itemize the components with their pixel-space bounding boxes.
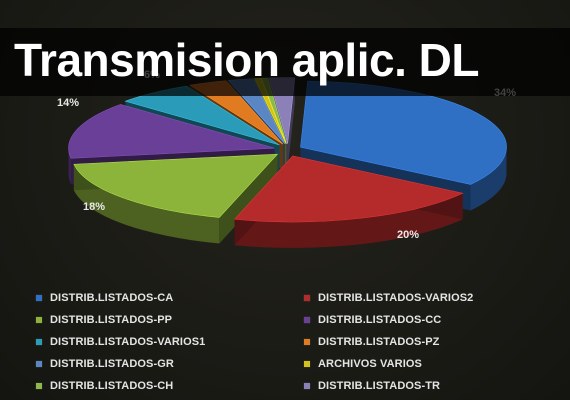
legend-item: DISTRIB.LISTADOS-PP <box>36 310 304 329</box>
legend-item: ARCHIVOS VARIOS <box>304 354 556 373</box>
pie-slice-side <box>470 147 507 211</box>
pie-slice-side <box>73 164 220 244</box>
legend-label: DISTRIB.LISTADOS-VARIOS2 <box>318 291 474 304</box>
legend-item: DISTRIB.LISTADOS-TR <box>304 376 556 395</box>
legend-label: DISTRIB.LISTADOS-CC <box>318 313 442 326</box>
legend-swatch <box>304 294 310 301</box>
legend-label: DISTRIB.LISTADOS-GR <box>50 357 174 370</box>
legend-item: DISTRIB.LISTADOS-CA <box>36 288 304 307</box>
legend-item: DISTRIB.LISTADOS-VARIOS1 <box>36 332 304 351</box>
data-label: 18% <box>83 201 105 213</box>
legend-label: DISTRIB.LISTADOS-PP <box>50 313 173 326</box>
legend-swatch <box>36 316 42 323</box>
legend-swatch <box>36 382 42 389</box>
pie-slice <box>73 153 279 244</box>
legend-swatch <box>36 360 42 367</box>
legend-label: DISTRIB.LISTADOS-TR <box>318 379 441 392</box>
pie-slice-wall <box>287 77 295 170</box>
legend-swatch <box>36 338 42 345</box>
pie-slice-top <box>233 155 464 223</box>
title-bar <box>0 28 570 96</box>
legend-swatch <box>304 382 310 389</box>
pie-slice-top <box>73 153 279 218</box>
data-label: 20% <box>397 229 419 241</box>
legend-item: DISTRIB.LISTADOS-PZ <box>304 332 556 351</box>
legend-label: DISTRIB.LISTADOS-PZ <box>318 335 440 348</box>
legend-label: ARCHIVOS VARIOS <box>318 357 422 370</box>
page-title: Transmision aplic. DL <box>14 34 479 86</box>
pie-slice-top <box>68 104 275 159</box>
legend-swatch <box>36 294 42 301</box>
legend-swatch <box>304 338 310 345</box>
pie-slice-side <box>234 193 463 248</box>
legend: DISTRIB.LISTADOS-CA DISTRIB.LISTADOS-VARI… <box>36 288 556 395</box>
legend-label: DISTRIB.LISTADOS-CH <box>50 379 174 392</box>
legend-item: DISTRIB.LISTADOS-VARIOS2 <box>304 288 556 307</box>
legend-item: DISTRIB.LISTADOS-CC <box>304 310 556 329</box>
legend-item: DISTRIB.LISTADOS-CH <box>36 376 304 395</box>
data-label: 14% <box>57 97 79 109</box>
pie-slice <box>233 155 464 248</box>
legend-label: DISTRIB.LISTADOS-VARIOS1 <box>50 335 206 348</box>
legend-swatch <box>304 316 310 323</box>
legend-label: DISTRIB.LISTADOS-CA <box>50 291 174 304</box>
legend-item: DISTRIB.LISTADOS-GR <box>36 354 304 373</box>
legend-swatch <box>304 360 310 367</box>
